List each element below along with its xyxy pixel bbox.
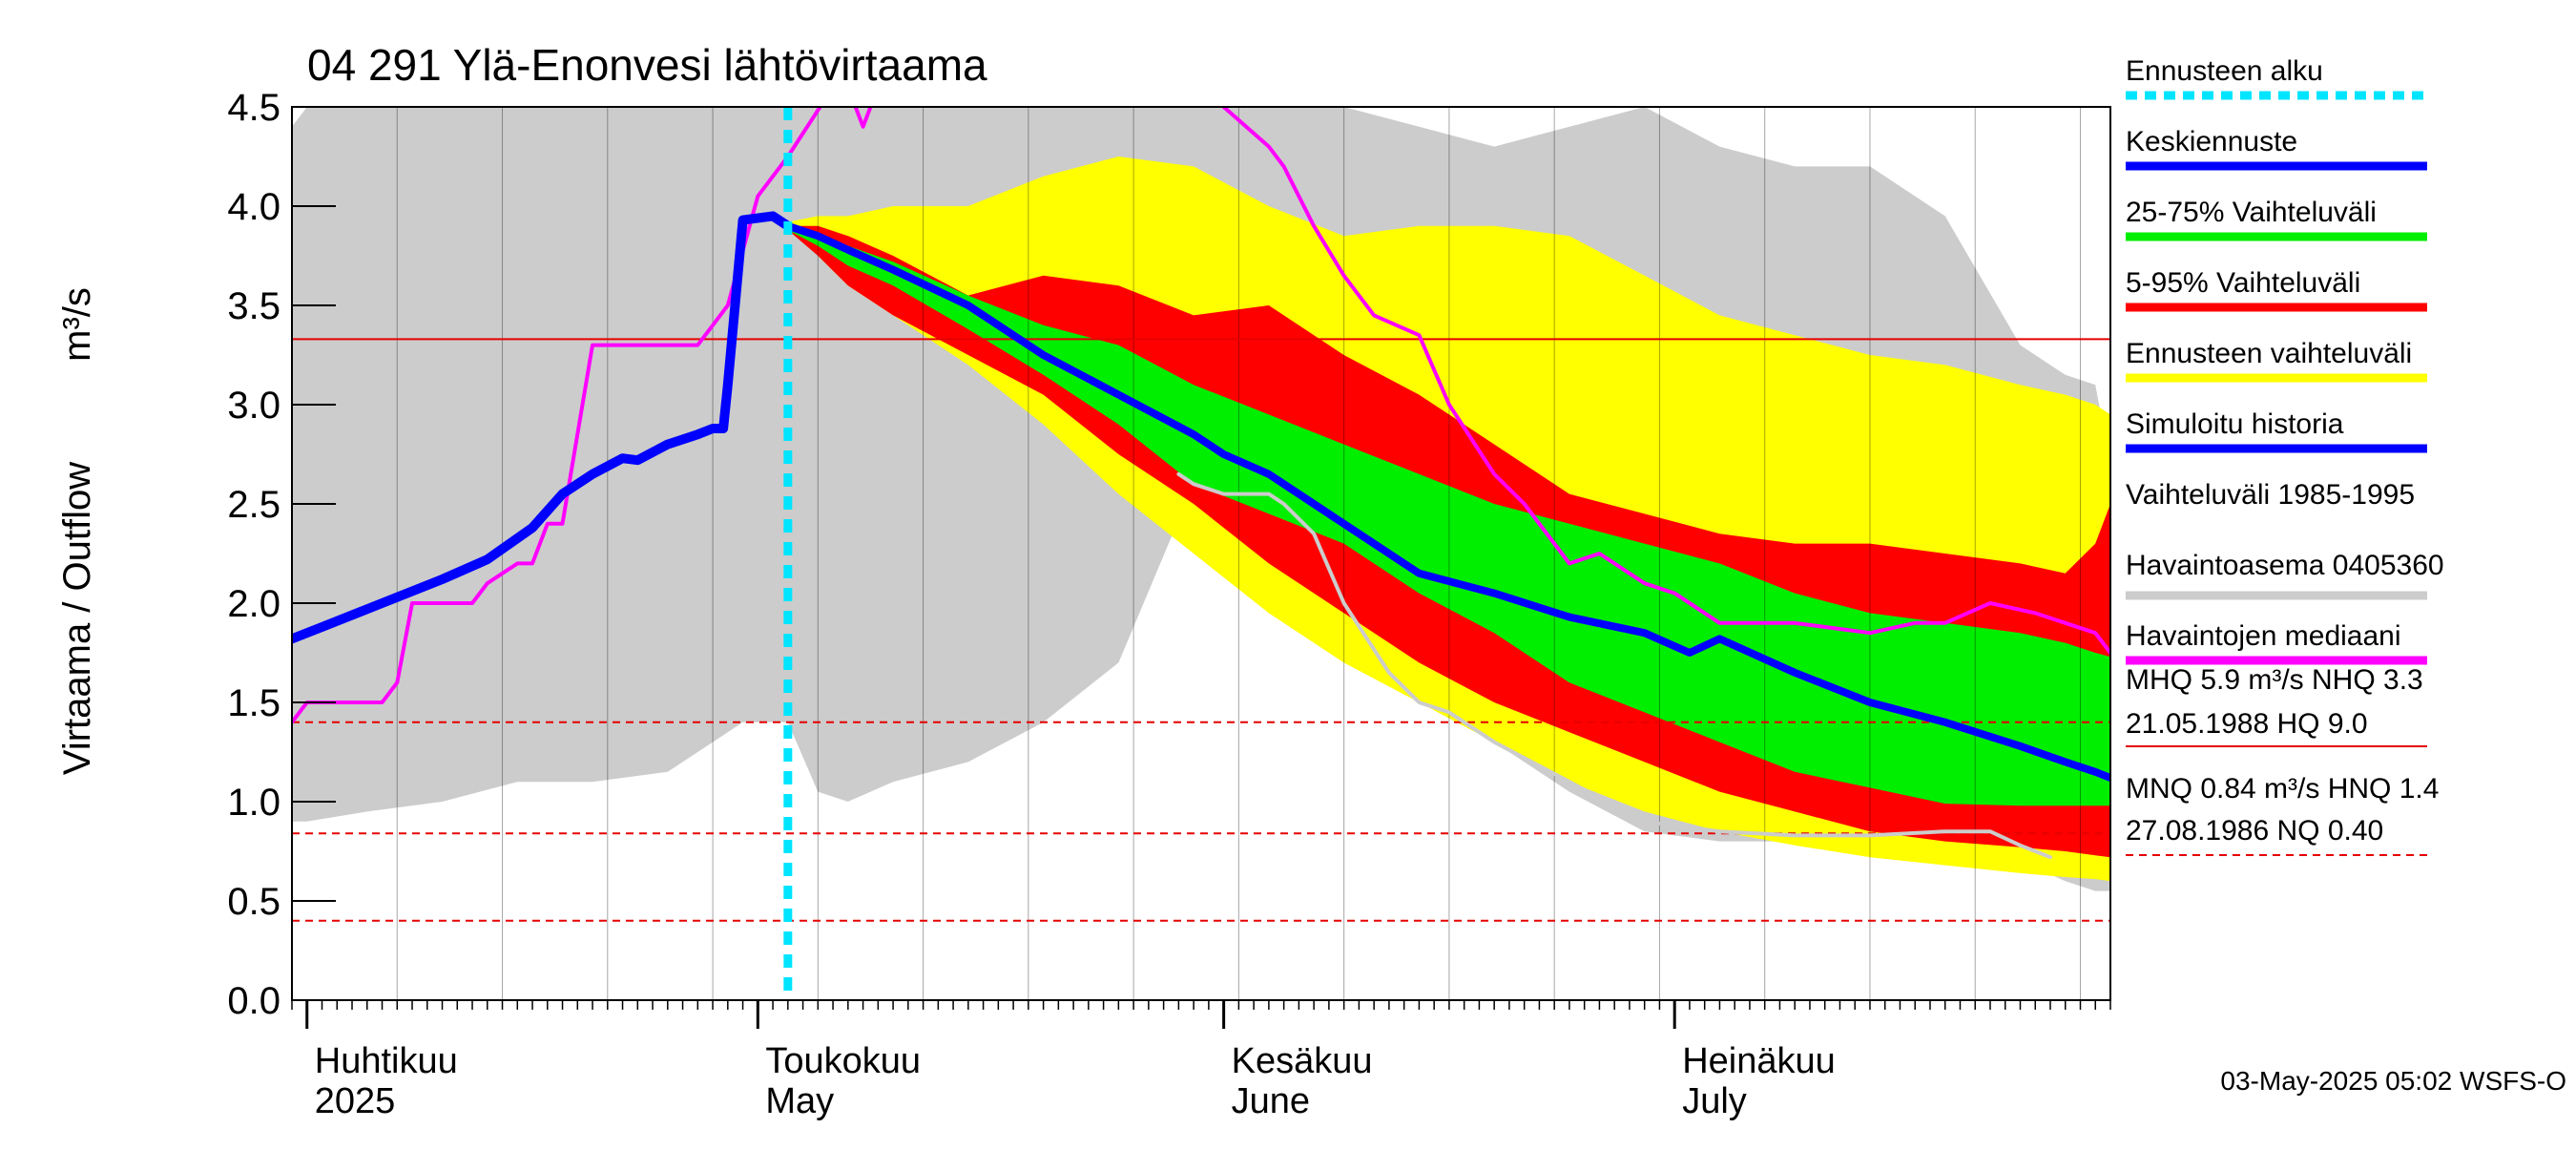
lines-layer <box>292 107 2110 1000</box>
legend-label-5-95-vaihteluv-li: 5-95% Vaihteluväli <box>2126 267 2360 299</box>
line-simuloitu-historia <box>292 211 793 644</box>
y-tick-label-1: 0.5 <box>227 881 280 923</box>
legend-label-havaintoasema-0405360: Havaintoasema 0405360 <box>2126 550 2444 581</box>
statistics-panel: MHQ 5.9 m³/s NHQ 3.3 21.05.1988 HQ 9.0 MNQ… <box>2126 664 2439 856</box>
legend-label-vaihteluv-li-1985-1995: Vaihteluväli 1985-1995 <box>2126 479 2415 511</box>
y-tick-label-4: 2.0 <box>227 583 280 625</box>
y-tick-label-2: 1.0 <box>227 782 280 824</box>
line-havaintojen-mediaani <box>292 107 2110 724</box>
x-month-label-3: Heinäkuu <box>1682 1041 1836 1081</box>
legend-label-havaintojen-mediaani: Havaintojen mediaani <box>2126 620 2401 652</box>
legend-label-keskiennuste: Keskiennuste <box>2126 126 2297 157</box>
chart-title: 04 291 Ylä-Enonvesi lähtövirtaama <box>307 40 987 90</box>
legend-label-25-75-vaihteluv-li: 25-75% Vaihteluväli <box>2126 197 2377 228</box>
y-tick-label-8: 4.0 <box>227 186 280 228</box>
x-month-sublabel-0: 2025 <box>315 1081 396 1121</box>
y-tick-label-6: 3.0 <box>227 385 280 427</box>
y-tick-label-9: 4.5 <box>227 87 280 129</box>
x-month-label-1: Toukokuu <box>765 1041 921 1081</box>
timestamp-footer: 03-May-2025 05:02 WSFS-O <box>2220 1066 2566 1096</box>
x-month-label-0: Huhtikuu <box>315 1041 458 1081</box>
band-25-75-vaihteluv-li <box>787 225 2110 806</box>
line-keskiennuste <box>783 221 2110 782</box>
stats-line-2: MNQ 0.84 m³/s HNQ 1.4 <box>2126 773 2439 805</box>
bands-layer <box>292 107 2110 891</box>
y-tick-label-3: 1.5 <box>227 682 280 724</box>
x-month-label-2: Kesäkuu <box>1232 1041 1373 1081</box>
y-tick-label-5: 2.5 <box>227 484 280 526</box>
y-tick-label-7: 3.5 <box>227 285 280 327</box>
legend: Ennusteen alku Keskiennuste 25-75% Vaihtel… <box>2126 55 2444 665</box>
reference-lines-layer <box>292 338 2110 922</box>
grid-layer <box>396 107 2081 1000</box>
plot-frame <box>291 106 2111 1001</box>
stats-line-0: MHQ 5.9 m³/s NHQ 3.3 <box>2126 664 2423 696</box>
stats-line-1: 21.05.1988 HQ 9.0 <box>2126 708 2368 740</box>
legend-label-ennusteen-alku: Ennusteen alku <box>2126 55 2323 87</box>
axes-layer: 0.0 0.5 1.0 1.5 2.0 2.5 3.0 3.5 4.0 4.5 Huhtikuu20… <box>227 87 2111 1121</box>
y-tick-label-0: 0.0 <box>227 980 280 1022</box>
x-month-sublabel-2: June <box>1232 1081 1310 1121</box>
stats-line-3: 27.08.1986 NQ 0.40 <box>2126 815 2383 847</box>
legend-label-simuloitu-historia: Simuloitu historia <box>2126 408 2344 440</box>
legend-label-ennusteen-vaihteluv-li: Ennusteen vaihteluväli <box>2126 338 2412 369</box>
y-axis-unit: m³/s <box>56 287 98 362</box>
x-month-sublabel-1: May <box>765 1081 834 1121</box>
x-month-sublabel-3: July <box>1682 1081 1747 1121</box>
line-havaintoasema-0405360 <box>1176 471 2052 860</box>
y-axis-label: Virtaama / Outflow <box>56 462 98 775</box>
